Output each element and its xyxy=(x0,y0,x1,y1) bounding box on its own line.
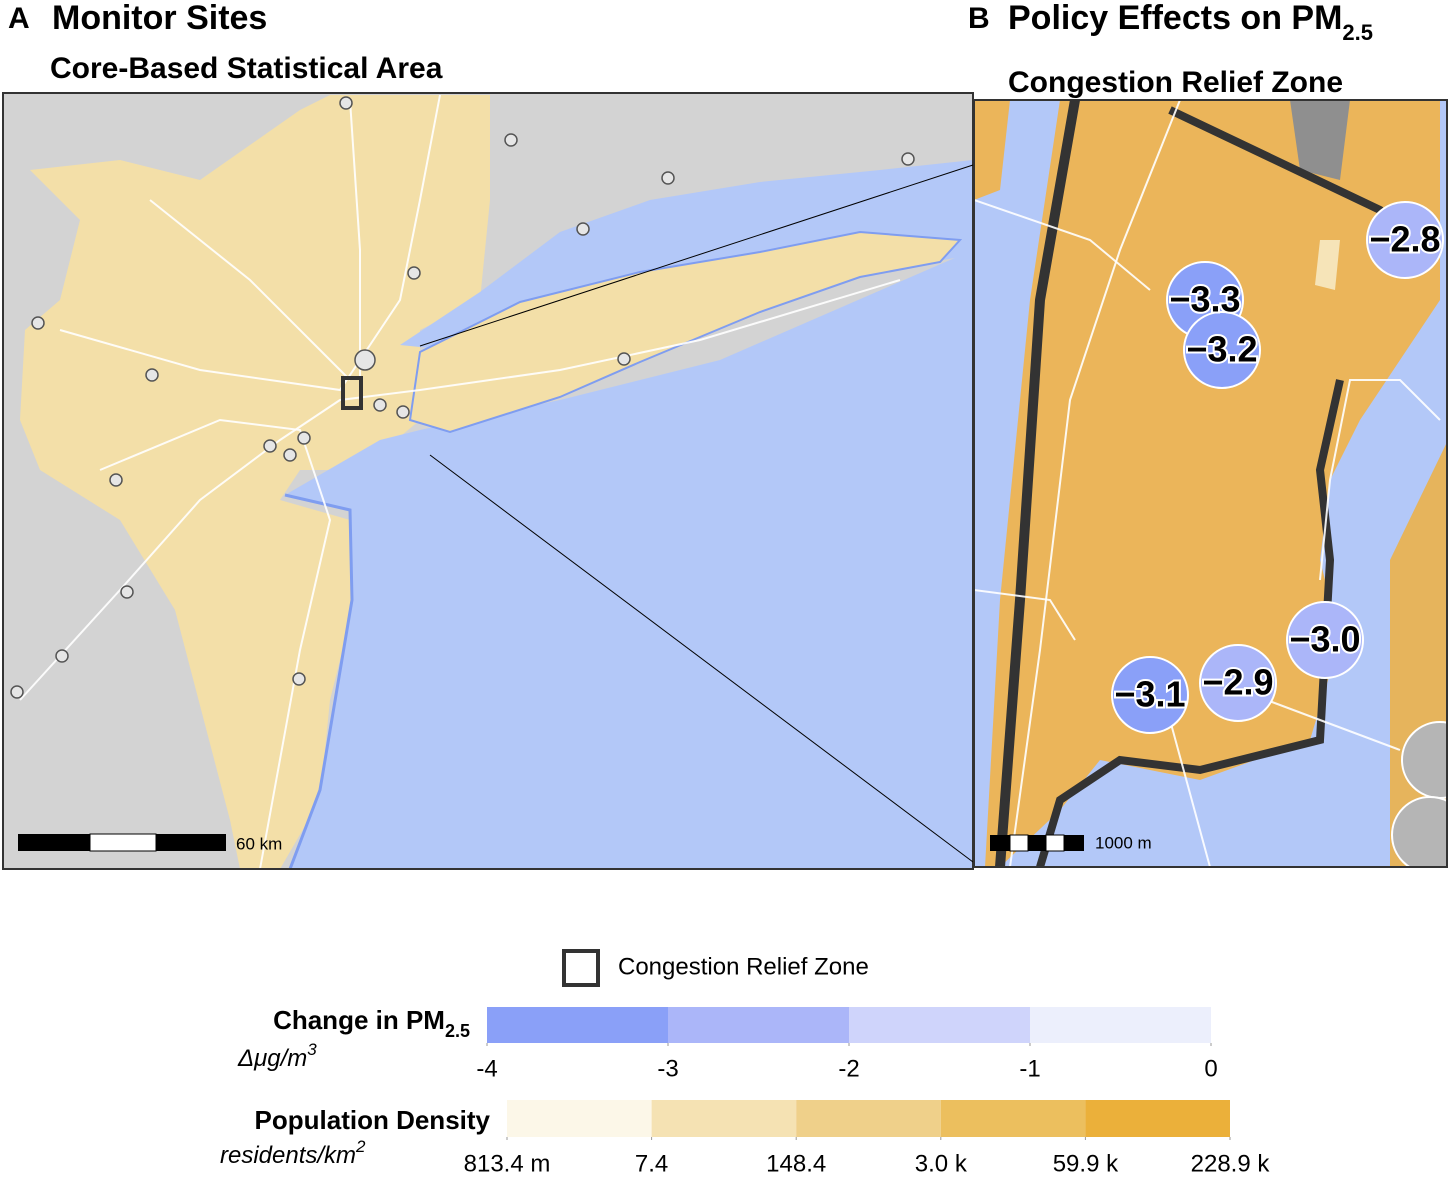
monitor-label: −2.8 xyxy=(1369,219,1440,260)
color-bin xyxy=(651,1100,797,1137)
legend-unit-superscript: 2 xyxy=(355,1137,366,1156)
tick-label: -3 xyxy=(657,1055,678,1082)
monitor-marker xyxy=(1199,644,1277,722)
color-bin xyxy=(668,1007,849,1043)
legend-title: Change in PM2.5 xyxy=(273,1005,470,1041)
panel-a-map xyxy=(3,93,973,869)
panel-subtitle: Congestion Relief Zone xyxy=(1008,66,1343,99)
panel-b-map: −2.8 −3.3 −3.2 −3.0 −2.9 −3.1 xyxy=(974,100,1447,867)
panel-title: Monitor Sites xyxy=(52,0,267,37)
color-bin xyxy=(940,1100,1086,1137)
monitor-marker xyxy=(1183,311,1261,389)
legend-title: Population Density xyxy=(255,1105,491,1135)
tick-label: 228.9 k xyxy=(1191,1150,1271,1177)
monitor-marker xyxy=(1286,601,1364,679)
title-subscript: 2.5 xyxy=(1342,20,1373,45)
legend-unit-text: Δμg/m xyxy=(237,1045,307,1072)
panel-letter: B xyxy=(968,2,990,35)
legend-unit: Δμg/m3 xyxy=(237,1040,317,1072)
color-bin xyxy=(796,1100,941,1137)
legend-title-text: Change in PM xyxy=(273,1005,445,1035)
zone-legend-key xyxy=(562,949,600,987)
color-bin xyxy=(507,1100,652,1137)
tick-label: 0 xyxy=(1204,1055,1217,1082)
color-bin xyxy=(849,1007,1030,1043)
tick-label: 3.0 k xyxy=(915,1150,968,1177)
tick-label: 59.9 k xyxy=(1053,1150,1119,1177)
legend-unit: residents/km2 xyxy=(220,1137,366,1169)
monitor-marker xyxy=(1366,201,1444,279)
color-bin xyxy=(1085,1100,1230,1137)
color-bin xyxy=(1030,1007,1211,1043)
scale-label: 60 km xyxy=(236,834,282,853)
tick-label: -1 xyxy=(1019,1055,1040,1082)
legend-label: Congestion Relief Zone xyxy=(618,953,869,980)
legend-title-subscript: 2.5 xyxy=(445,1021,470,1041)
scale-label: 1000 m xyxy=(1095,833,1152,852)
tick-label: 813.4 m xyxy=(464,1150,551,1177)
panel-title: Policy Effects on PM2.5 xyxy=(1008,0,1373,45)
monitor-label: −3.1 xyxy=(1114,674,1185,715)
title-text: Policy Effects on PM xyxy=(1008,0,1342,37)
monitor-label: −3.0 xyxy=(1289,619,1360,660)
legend-unit-text: residents/km xyxy=(220,1142,356,1169)
color-bin xyxy=(487,1007,668,1043)
legend-unit-superscript: 3 xyxy=(307,1040,317,1059)
monitor-label: −3.2 xyxy=(1186,329,1257,370)
panel-subtitle: Core-Based Statistical Area xyxy=(50,52,443,85)
tick-label: 7.4 xyxy=(635,1150,668,1177)
monitor-label: −2.9 xyxy=(1202,662,1273,703)
monitor-marker xyxy=(1111,656,1189,734)
monitor-label: −3.3 xyxy=(1169,279,1240,320)
tick-label: -4 xyxy=(476,1055,497,1082)
tick-label: -2 xyxy=(838,1055,859,1082)
panel-letter: A xyxy=(8,2,30,35)
tick-label: 148.4 xyxy=(766,1150,826,1177)
